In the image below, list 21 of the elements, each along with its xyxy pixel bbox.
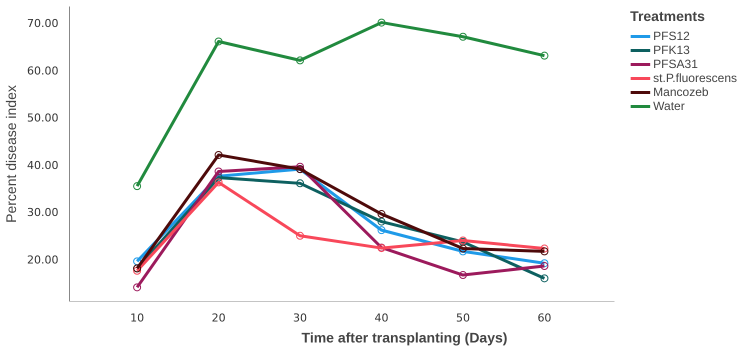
- legend-label: PFSA31: [653, 57, 698, 71]
- y-tick-label: 20.00: [27, 253, 59, 266]
- x-tick-label: 20: [212, 312, 226, 324]
- y-tick-label: 60.00: [27, 64, 59, 78]
- legend-title: Treatments: [630, 8, 706, 24]
- legend-label: Water: [653, 99, 685, 113]
- x-tick-label: 10: [130, 312, 144, 324]
- y-tick-label: 50.00: [27, 112, 59, 125]
- legend-label: st.P.fluorescens: [653, 71, 737, 85]
- x-axis-title: Time after transplanting (Days): [302, 330, 508, 346]
- legend-label: PFK13: [653, 43, 690, 57]
- y-tick-label: 30.00: [27, 206, 59, 220]
- x-tick-label: 60: [537, 312, 552, 324]
- legend-label: PFS12: [653, 29, 690, 43]
- y-axis-title: Percent disease index: [3, 85, 20, 223]
- legend-label: Mancozeb: [653, 85, 709, 99]
- x-tick-label: 50: [456, 312, 470, 324]
- x-tick-label: 30: [293, 312, 308, 324]
- x-tick-label: 40: [374, 312, 389, 324]
- y-tick-label: 70.00: [27, 17, 59, 30]
- y-tick-label: 40.00: [27, 158, 59, 172]
